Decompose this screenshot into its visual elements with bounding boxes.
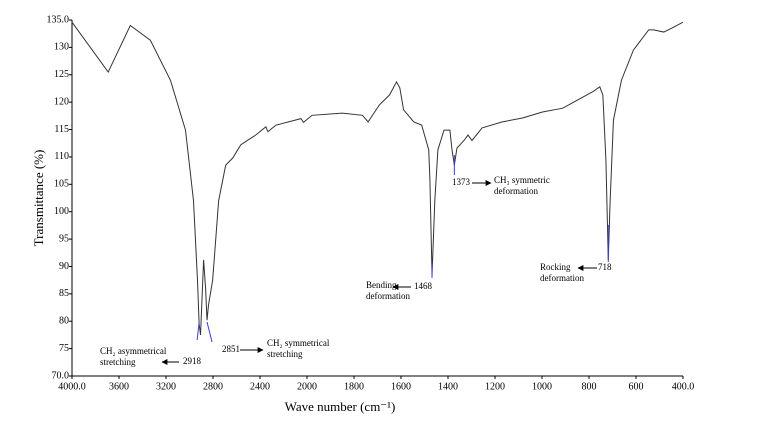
annotation-text: Rocking [540,262,571,272]
y-tick-label: 100 [54,206,69,217]
x-tick-label: 2800 [203,381,223,392]
x-tick-label: 1000 [532,381,552,392]
x-tick-label: 400.0 [672,381,695,392]
x-tick-label: 1200 [485,381,505,392]
peak-label: 1468 [414,281,433,291]
y-tick-label: 75 [59,343,69,354]
y-tick-label: 90 [59,261,69,272]
peak-label: 2918 [183,356,202,366]
annotation-text: deformation [540,273,584,283]
x-tick-label: 600 [629,381,644,392]
x-tick-label: 1800 [344,381,364,392]
annotation-text: CH₂ symmetrical [267,338,330,348]
x-tick-label: 1600 [391,381,411,392]
peak-marker [196,321,200,341]
y-tick-label: 70.0 [52,370,70,381]
x-tick-label: 2000 [297,381,317,392]
peak-label: 1373 [452,177,471,187]
x-tick-label: 3200 [156,381,176,392]
annotation-text: deformation [366,291,410,301]
y-tick-label: 95 [59,233,69,244]
y-tick-label: 110 [54,151,69,162]
y-tick-label: 135.0 [47,14,70,25]
peak-label: 2851 [222,344,240,354]
peak-marker [206,321,213,343]
y-tick-label: 105 [54,179,69,190]
y-tick-label: 130 [54,42,69,53]
annotation-text: Bending [366,280,397,290]
annotation-text: CH₂ asymmetrical [100,346,167,356]
annotation-text: CH₃ symmetric [494,175,550,185]
y-tick-label: 80 [59,316,69,327]
annotation-text: deformation [494,186,538,196]
y-tick-label: 120 [54,96,69,107]
y-tick-label: 85 [59,288,69,299]
x-tick-label: 1400 [438,381,458,392]
y-axis-title: Transmittance (%) [31,150,46,247]
y-tick-label: 115 [54,124,69,135]
x-tick-label: 3600 [109,381,129,392]
annotation-text: stretching [267,349,303,359]
x-axis-title: Wave number (cm⁻¹) [285,399,396,414]
x-tick-label: 800 [582,381,597,392]
peak-label: 718 [598,262,612,272]
x-tick-label: 2400 [250,381,270,392]
y-tick-label: 125 [54,69,69,80]
spectrum-line [71,21,684,335]
annotation-text: stretching [100,357,136,367]
x-tick-label: 4000.0 [58,381,86,392]
